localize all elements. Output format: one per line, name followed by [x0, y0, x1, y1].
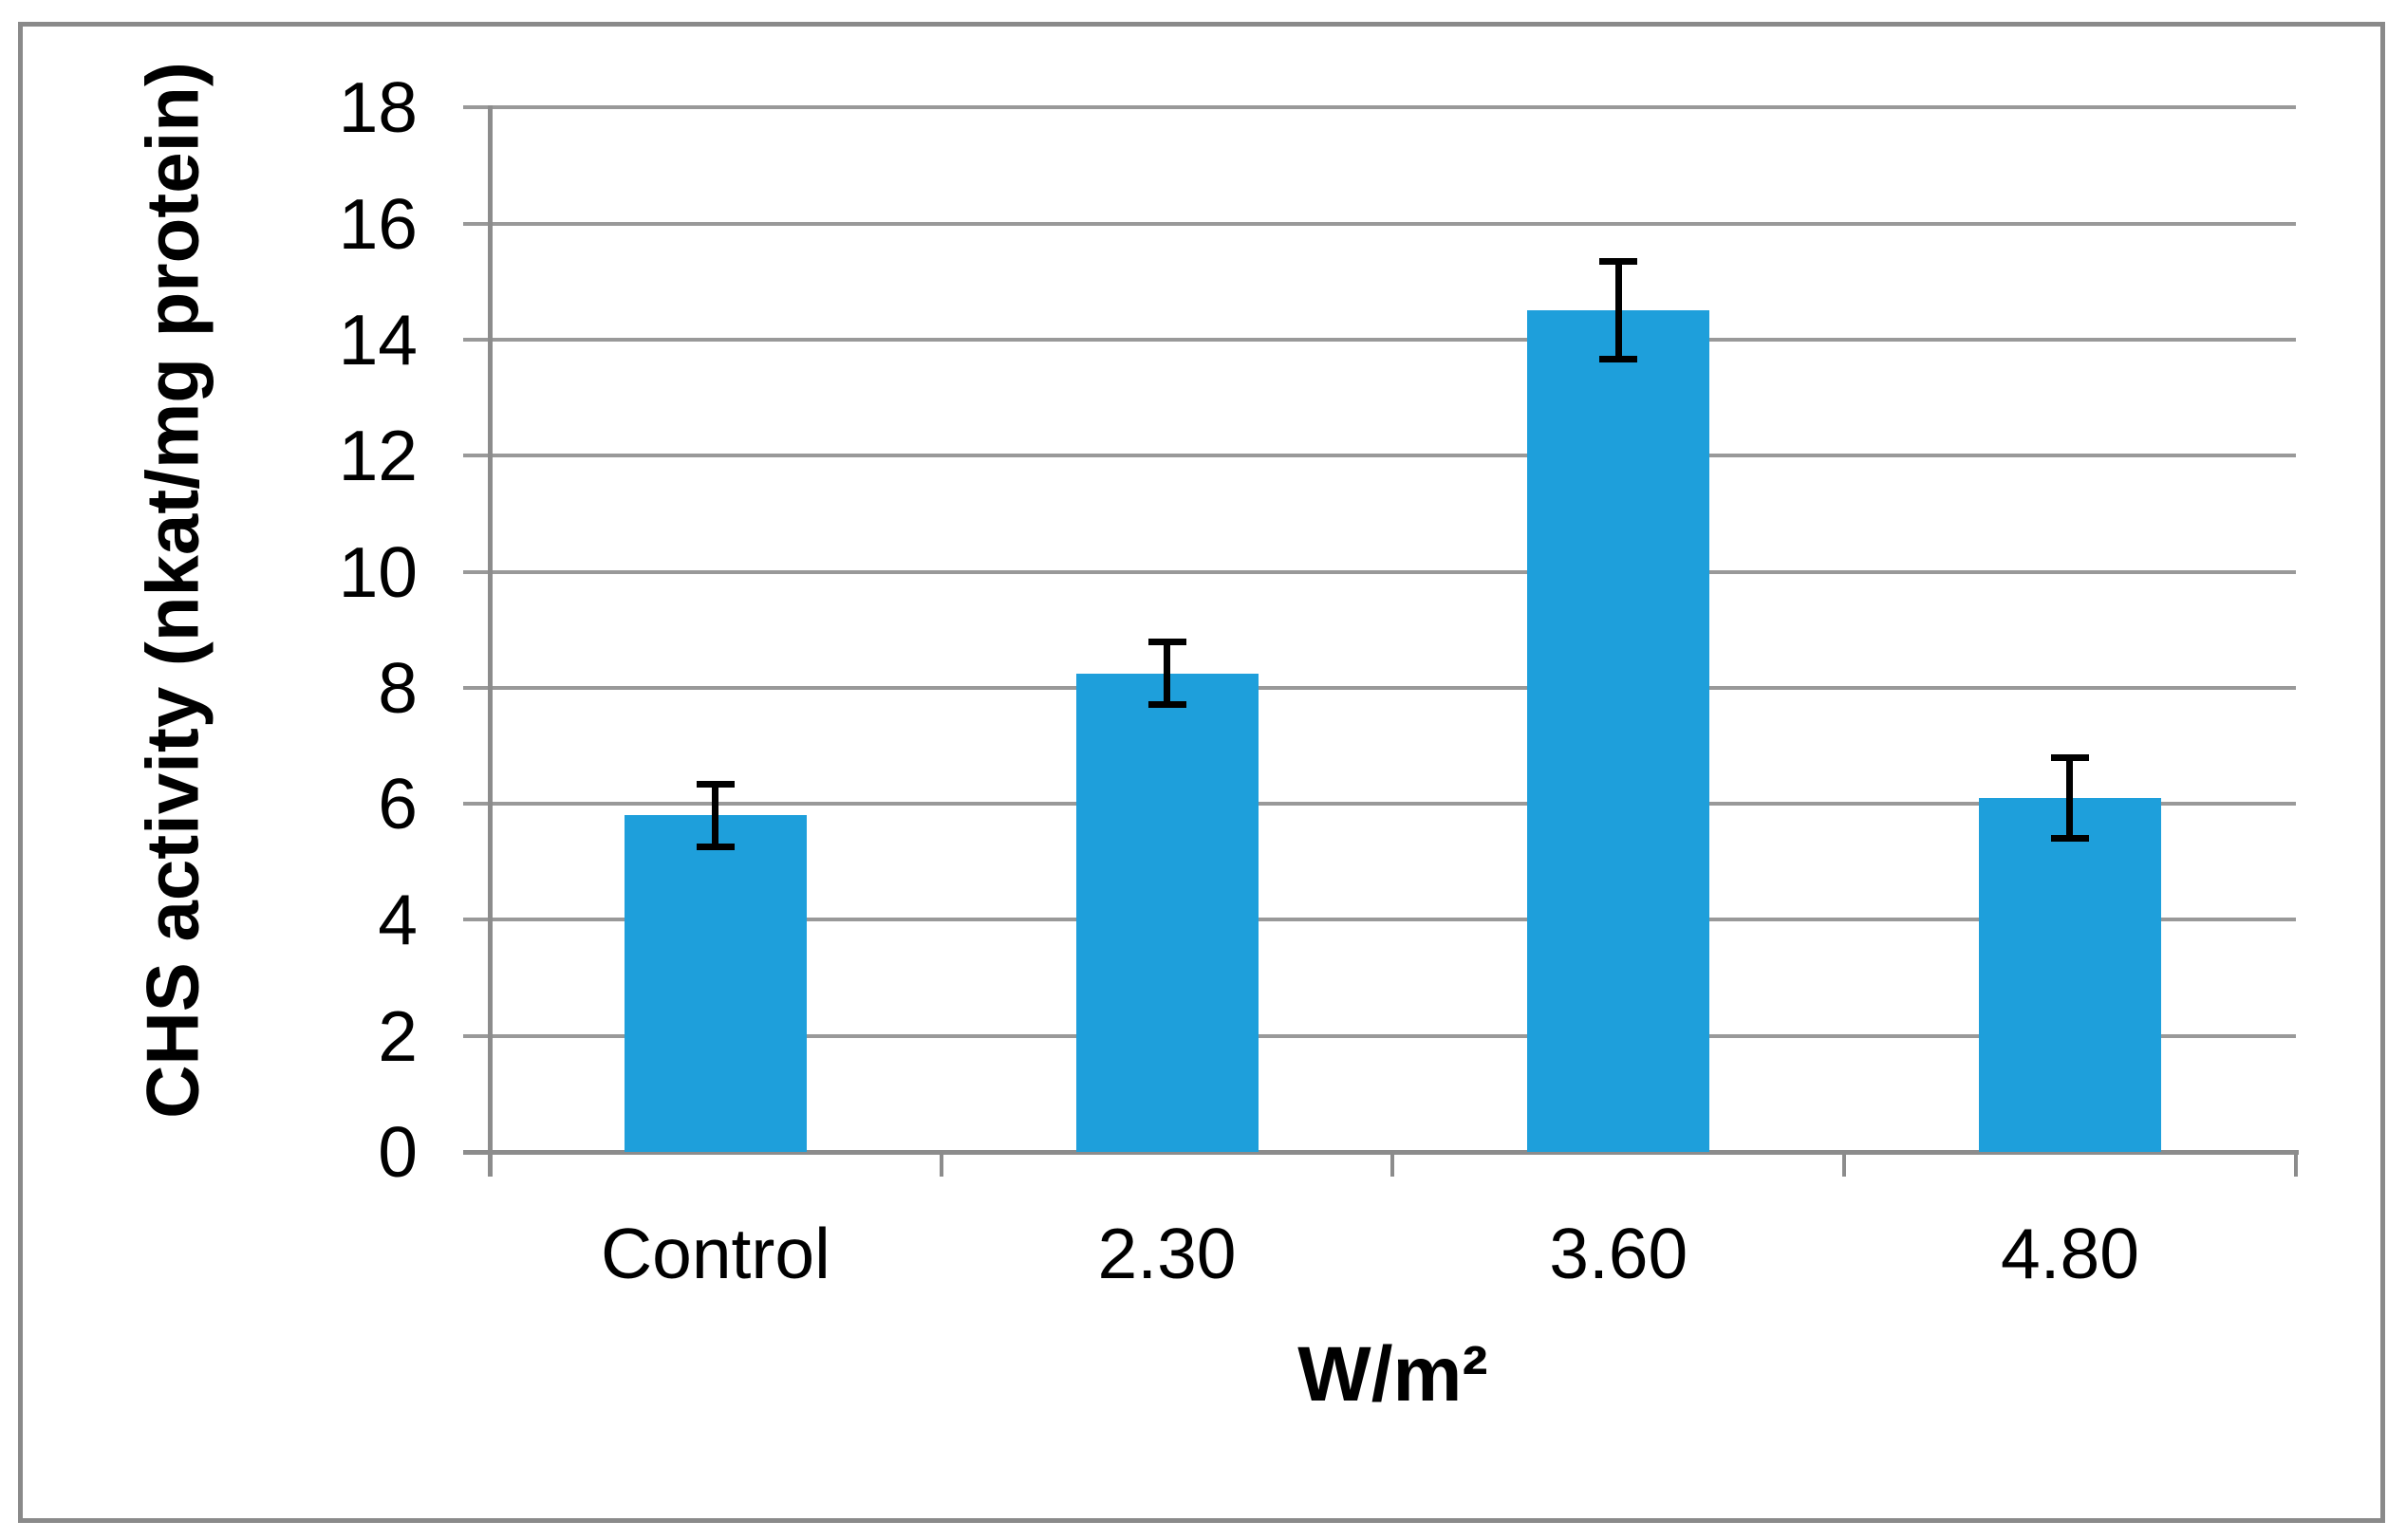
y-tick-18 [463, 105, 505, 110]
y-tick-10 [463, 569, 505, 574]
y-tick-8 [463, 685, 505, 690]
x-axis-line [463, 1150, 2299, 1155]
x-category-tick-1 [939, 1152, 943, 1177]
bar-3.60 [1527, 310, 1710, 1152]
y-axis-title: CHS activity (nkat/mg protein) [130, 62, 214, 1119]
error-bar-top-cap-Control [696, 780, 735, 788]
y-tick-label-14: 14 [338, 299, 418, 380]
x-category-tick-2 [1390, 1152, 1395, 1177]
error-bar-bottom-cap-4.80 [2050, 834, 2089, 842]
y-tick-label-10: 10 [338, 531, 418, 612]
bar-4.80 [1978, 797, 2161, 1152]
gridline-y-14 [490, 337, 2296, 342]
x-tick-label-2.30: 2.30 [1097, 1214, 1237, 1293]
y-tick-label-16: 16 [338, 183, 418, 264]
error-bar-4.80 [2066, 757, 2074, 839]
bar-2.30 [1075, 673, 1259, 1152]
y-tick-label-8: 8 [378, 647, 418, 728]
x-tick-label-Control: Control [600, 1214, 830, 1293]
error-bar-top-cap-3.60 [1599, 258, 1638, 266]
gridline-y-2 [490, 1033, 2296, 1038]
gridline-y-10 [490, 569, 2296, 574]
y-axis-line [488, 105, 493, 1177]
y-tick-16 [463, 221, 505, 226]
y-tick-label-2: 2 [378, 995, 418, 1076]
y-tick-label-6: 6 [378, 764, 418, 844]
y-tick-4 [463, 918, 505, 922]
x-tick-label-3.60: 3.60 [1549, 1214, 1688, 1293]
y-tick-12 [463, 454, 505, 458]
x-category-tick-0 [488, 1152, 492, 1177]
error-bar-bottom-cap-Control [696, 843, 735, 850]
gridline-y-8 [490, 685, 2296, 690]
x-category-tick-4 [2293, 1152, 2298, 1177]
y-tick-14 [463, 337, 505, 342]
y-tick-label-12: 12 [338, 416, 418, 496]
y-tick-label-0: 0 [378, 1112, 418, 1192]
gridline-y-6 [490, 802, 2296, 807]
error-bar-bottom-cap-2.30 [1147, 701, 1186, 709]
x-axis-title: W/m² [1297, 1331, 1488, 1418]
y-tick-6 [463, 802, 505, 807]
error-bar-top-cap-2.30 [1147, 638, 1186, 645]
x-category-tick-3 [1842, 1152, 1847, 1177]
gridline-y-12 [490, 454, 2296, 458]
error-bar-Control [712, 783, 719, 847]
error-bar-2.30 [1164, 640, 1171, 706]
y-tick-2 [463, 1033, 505, 1038]
bar-Control [624, 815, 807, 1152]
error-bar-top-cap-4.80 [2050, 754, 2089, 762]
x-tick-label-4.80: 4.80 [2000, 1214, 2139, 1293]
y-tick-label-4: 4 [378, 880, 418, 960]
gridline-y-4 [490, 918, 2296, 922]
y-tick-label-18: 18 [338, 67, 418, 148]
gridline-y-18 [490, 105, 2296, 110]
error-bar-3.60 [1614, 261, 1622, 361]
error-bar-bottom-cap-3.60 [1599, 356, 1638, 363]
gridline-y-16 [490, 221, 2296, 226]
